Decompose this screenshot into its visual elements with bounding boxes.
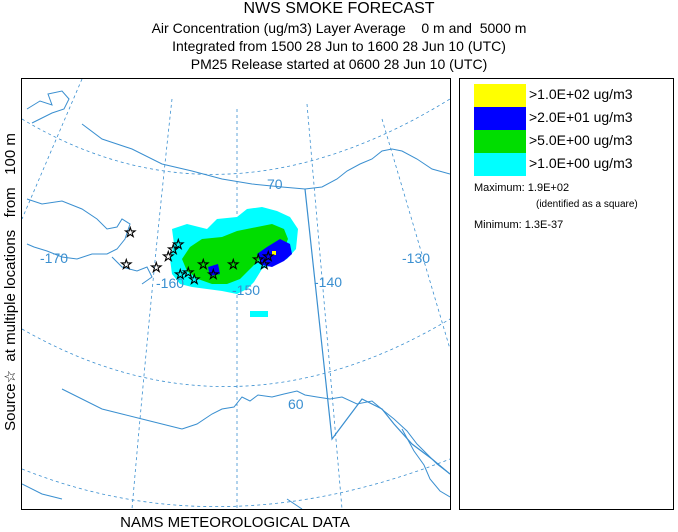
- source-star-icon: ☆: [120, 256, 133, 272]
- maximum-note: (identified as a square): [536, 199, 638, 210]
- source-star-icon: ☆: [227, 256, 240, 272]
- met-data-label: NAMS METEOROLOGICAL DATA: [120, 514, 350, 531]
- source-star-icon: ☆: [197, 256, 210, 272]
- legend-label: >1.0E+00 ug/m3: [529, 155, 633, 171]
- coastline: [21, 90, 451, 510]
- release-start: PM25 Release started at 0600 28 Jun 10 (…: [190, 56, 488, 72]
- lon-label: -130: [402, 250, 430, 266]
- source-star-icon: ☆: [188, 271, 201, 287]
- lon-label: -140: [314, 274, 342, 290]
- maximum-value: Maximum: 1.9E+02: [474, 182, 570, 194]
- legend-item: >5.0E+00 ug/m3: [474, 130, 664, 153]
- legend-item: >1.0E+02 ug/m3: [474, 84, 664, 107]
- graticule: [21, 78, 451, 510]
- legend-label: >1.0E+02 ug/m3: [529, 86, 633, 102]
- source-star-icon: ☆: [172, 236, 185, 252]
- lon-label: -150: [232, 282, 260, 298]
- legend-swatch-cyan: [474, 153, 526, 176]
- source-star-icon: ☆: [124, 224, 137, 240]
- source-star-icon: ☆: [207, 266, 220, 282]
- minimum-value: Minimum: 1.3E-37: [474, 219, 564, 231]
- lon-label: -170: [40, 250, 68, 266]
- source-star-icon: ☆: [174, 266, 187, 282]
- legend-swatch-blue: [474, 107, 526, 130]
- lat-label: 60: [288, 396, 304, 412]
- source-markers: ☆ ☆ ☆ ☆ ☆ ☆ ☆ ☆ ☆ ☆ ☆ ☆ ☆ ☆ ☆: [120, 224, 275, 288]
- source-star-icon: ☆: [252, 251, 265, 267]
- concentration-subtitle: Air Concentration (ug/m3) Layer Average …: [151, 20, 527, 36]
- legend-swatch-green: [474, 130, 526, 153]
- alaska-map: ☆ ☆ ☆ ☆ ☆ ☆ ☆ ☆ ☆ ☆ ☆ ☆ ☆ ☆ ☆ -170 -160 …: [21, 78, 451, 510]
- source-star-icon: ☆: [162, 248, 175, 264]
- source-star-icon: ☆: [258, 256, 271, 272]
- integration-period: Integrated from 1500 28 Jun to 1600 28 J…: [172, 38, 506, 54]
- legend-item: >2.0E+01 ug/m3: [474, 107, 664, 130]
- forecast-title: NWS SMOKE FORECAST: [243, 0, 435, 17]
- source-star-icon: ☆: [167, 241, 180, 257]
- legend-panel: >1.0E+02 ug/m3 >2.0E+01 ug/m3 >5.0E+00 u…: [459, 78, 674, 510]
- source-star-icon: ☆: [182, 264, 195, 280]
- legend-label: >2.0E+01 ug/m3: [529, 109, 633, 125]
- map-panel: ☆ ☆ ☆ ☆ ☆ ☆ ☆ ☆ ☆ ☆ ☆ ☆ ☆ ☆ ☆ -170 -160 …: [21, 78, 451, 510]
- legend-label: >5.0E+00 ug/m3: [529, 132, 633, 148]
- legend-item: >1.0E+00 ug/m3: [474, 153, 664, 176]
- plume-yellow-max: [272, 251, 276, 255]
- legend-swatch-yellow: [474, 84, 526, 107]
- source-star-icon: ☆: [262, 248, 275, 264]
- lon-label: -160: [156, 275, 184, 291]
- lat-label: 70: [267, 176, 283, 192]
- source-star-icon: ☆: [150, 259, 163, 275]
- border-line: [304, 188, 451, 475]
- coordinate-labels: -170 -160 -150 -140 -130 70 60: [40, 176, 430, 412]
